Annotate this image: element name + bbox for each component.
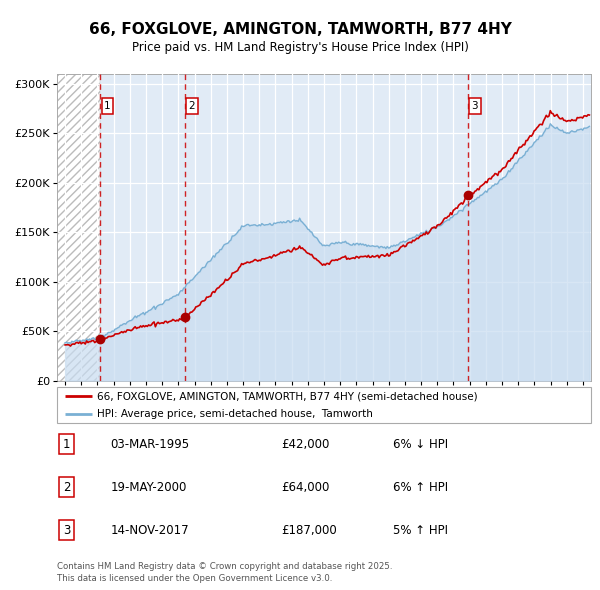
- Bar: [100, 74, 591, 381]
- Text: 66, FOXGLOVE, AMINGTON, TAMWORTH, B77 4HY: 66, FOXGLOVE, AMINGTON, TAMWORTH, B77 4H…: [89, 22, 511, 37]
- Bar: [57, 74, 100, 381]
- Text: 1: 1: [104, 101, 111, 111]
- Text: 6% ↑ HPI: 6% ↑ HPI: [394, 481, 449, 494]
- Text: 2: 2: [188, 101, 195, 111]
- Text: £64,000: £64,000: [281, 481, 329, 494]
- Text: 5% ↑ HPI: 5% ↑ HPI: [394, 524, 448, 537]
- Text: 14-NOV-2017: 14-NOV-2017: [110, 524, 189, 537]
- Text: 3: 3: [472, 101, 478, 111]
- Text: 03-MAR-1995: 03-MAR-1995: [110, 438, 190, 451]
- Text: 2: 2: [63, 481, 70, 494]
- Text: £187,000: £187,000: [281, 524, 337, 537]
- Text: 19-MAY-2000: 19-MAY-2000: [110, 481, 187, 494]
- Text: 6% ↓ HPI: 6% ↓ HPI: [394, 438, 449, 451]
- Text: Contains HM Land Registry data © Crown copyright and database right 2025.
This d: Contains HM Land Registry data © Crown c…: [57, 562, 392, 583]
- Text: 3: 3: [63, 524, 70, 537]
- Text: Price paid vs. HM Land Registry's House Price Index (HPI): Price paid vs. HM Land Registry's House …: [131, 41, 469, 54]
- Text: 1: 1: [63, 438, 70, 451]
- Text: 66, FOXGLOVE, AMINGTON, TAMWORTH, B77 4HY (semi-detached house): 66, FOXGLOVE, AMINGTON, TAMWORTH, B77 4H…: [97, 391, 478, 401]
- Text: HPI: Average price, semi-detached house,  Tamworth: HPI: Average price, semi-detached house,…: [97, 409, 373, 419]
- Bar: [57, 74, 100, 381]
- Text: £42,000: £42,000: [281, 438, 329, 451]
